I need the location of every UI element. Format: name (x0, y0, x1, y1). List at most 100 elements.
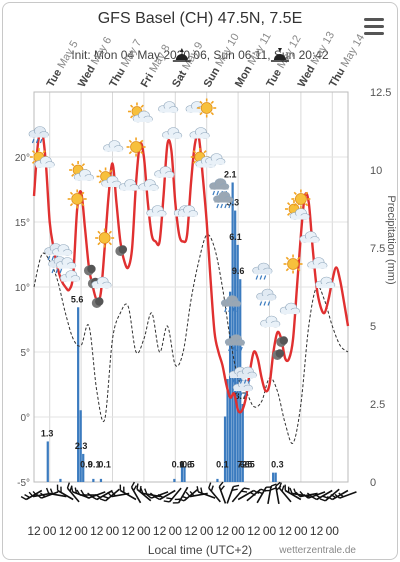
x-tick-label: 00 (169, 524, 183, 538)
cloud-icon (158, 101, 179, 113)
wind-barb (208, 482, 221, 503)
wind-barb (334, 491, 357, 499)
wind-barb (218, 481, 227, 504)
wind-barb (130, 481, 142, 504)
x-tick-label: 12 (279, 524, 293, 538)
wind-barb (119, 484, 137, 501)
cloud-icon (177, 205, 198, 217)
sun-icon (197, 98, 217, 118)
wind-barb (154, 489, 176, 501)
cloud-rain-icon (256, 288, 277, 306)
precip-label: 0.1 (98, 460, 111, 470)
precip-bar (239, 279, 242, 482)
cloud-icon (138, 179, 159, 191)
wind-barb (246, 488, 267, 502)
precip-label: 2.5 (242, 460, 255, 470)
precip-tick-label: 10 (370, 165, 382, 177)
cloud-icon (162, 127, 183, 139)
x-tick-label: 12 (184, 524, 198, 538)
chart-title: GFS Basel (CH) 47.5N, 7.5E (97, 10, 303, 27)
precip-bar (216, 478, 219, 482)
sun-icon (283, 254, 303, 274)
cloud-icon (56, 257, 77, 269)
precip-label: 9.6 (232, 266, 245, 276)
cloud-rain-icon (28, 126, 49, 144)
cloud-rain-icon (252, 262, 273, 280)
precip-label: 0.5 (182, 460, 195, 470)
cloud-heavy-rain-icon (220, 295, 242, 313)
x-axis-title: Local time (UTC+2) (147, 543, 253, 557)
precip-bar (180, 463, 184, 482)
moon-cloud-icon (276, 336, 288, 347)
cloud-icon (60, 270, 81, 282)
precip-bar (226, 379, 229, 482)
cloud-icon (315, 276, 336, 289)
hamburger-menu-icon[interactable] (364, 18, 384, 36)
precip-bar (46, 441, 49, 482)
x-tick-label: 12 (122, 524, 136, 538)
precip-bar (173, 478, 176, 482)
sun-cloud-icon (127, 102, 153, 123)
day-label: Tue May 5 (45, 39, 81, 90)
precip-label: 6.5 (240, 460, 253, 470)
day-label: Sat May 9 (170, 40, 205, 89)
moon-cloud-icon (272, 349, 285, 360)
wind-barb (20, 489, 43, 501)
chart-subtitle: Init: Mon 04 May 2020 06, Sun 06:11, Sun… (71, 48, 329, 62)
cloud-icon (189, 127, 210, 139)
precip-bar (241, 404, 244, 482)
precip-bar (79, 410, 82, 482)
precip-tick-label: 2.5 (370, 399, 385, 411)
cloud-icon (103, 140, 124, 152)
x-tick-label: 00 (294, 524, 308, 538)
cloud-icon (52, 244, 73, 256)
precip-bar (59, 478, 62, 482)
wind-barb (70, 486, 90, 499)
cloud-icon (260, 315, 281, 328)
day-name: Fri May 8 (139, 43, 173, 90)
x-tick-label: 12 (27, 524, 41, 538)
wind-barb (231, 487, 250, 503)
dewpoint-line (33, 234, 349, 444)
precip-label: 0.1 (172, 460, 185, 470)
cloud-icon (91, 276, 112, 289)
wind-barb (326, 489, 349, 501)
wind-barb (226, 484, 240, 504)
precip-label: 0.9 (80, 460, 93, 470)
sun-cloud-icon (96, 167, 122, 188)
x-tick-label: 12 (59, 524, 73, 538)
wind-barb (99, 488, 120, 502)
x-tick-label: 00 (326, 524, 340, 538)
precip-bar (92, 478, 95, 482)
precip-bar (223, 416, 227, 482)
x-tick-label: 00 (43, 524, 57, 538)
wind-barb (56, 484, 74, 501)
temp-tick-label: -5° (17, 478, 30, 489)
precip-bar (272, 472, 275, 482)
sun-icon (126, 137, 146, 157)
moon-cloud-icon (83, 264, 96, 276)
wind-barb (91, 489, 113, 501)
cloud-heavy-rain-icon (213, 191, 234, 209)
sunrise-icon (172, 48, 191, 62)
x-tick-label: 12 (216, 524, 230, 538)
precip-label: 1.3 (41, 428, 54, 438)
precip-tick-label: 7.5 (370, 243, 385, 255)
x-tick-label: 12 (310, 524, 324, 538)
moon-cloud-icon (91, 297, 104, 308)
cloud-icon (118, 179, 139, 191)
day-label: Fri May 8 (139, 43, 173, 90)
cloud-icon (154, 166, 175, 178)
day-name: Sat May 9 (170, 40, 205, 89)
x-tick-label: 00 (106, 524, 120, 538)
precip-bar (274, 472, 277, 482)
temp-tick-label: 0° (20, 413, 30, 424)
wind-barb (178, 488, 199, 502)
precip-label: 6.1 (229, 232, 242, 242)
precip-bar (231, 182, 234, 483)
precip-bar (234, 210, 237, 482)
cloud-rain-icon (236, 366, 257, 384)
x-tick-label: 12 (153, 524, 167, 538)
precip-label: 7.6 (237, 460, 250, 470)
